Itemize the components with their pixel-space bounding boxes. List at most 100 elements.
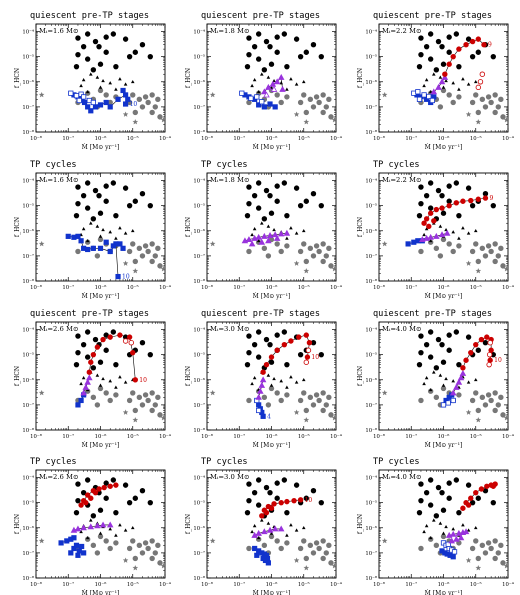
model-series-4 bbox=[122, 338, 134, 346]
obs-black-point bbox=[297, 53, 304, 60]
plot-area bbox=[38, 477, 165, 571]
panel-11: TP cycles 10⁻⁸ 10⁻⁷ 10⁻⁶ 10⁻⁵ 10⁻⁴ 10⁻⁸ 10⁻⁷ 10⁻… bbox=[185, 457, 342, 595]
obs-black-point bbox=[310, 190, 317, 197]
obs-grey-point bbox=[313, 392, 320, 398]
series-end-label: 4 bbox=[267, 413, 271, 420]
panel-title: TP cycles bbox=[201, 457, 248, 467]
obs-black-point bbox=[84, 329, 91, 335]
obs-grey-point bbox=[316, 99, 322, 106]
model-point bbox=[453, 200, 460, 206]
model-point bbox=[303, 359, 310, 365]
x-axis-label: Ṁ [M⊙ yr⁻¹] bbox=[253, 144, 291, 151]
obs-black-point bbox=[255, 354, 262, 360]
obs-black-point bbox=[251, 489, 258, 496]
obs-triangle-point bbox=[285, 385, 289, 389]
obs-grey-point bbox=[261, 245, 268, 252]
x-tick-label: 10⁻⁸ bbox=[373, 582, 385, 588]
obs-grey-point bbox=[326, 96, 332, 103]
obs-star-point bbox=[475, 564, 482, 571]
y-tick-label: 10⁻⁵ bbox=[365, 501, 377, 507]
model-point bbox=[122, 101, 129, 107]
y-tick-label: 10⁻⁵ bbox=[193, 204, 205, 210]
obs-black-point bbox=[132, 495, 139, 501]
obs-triangle-point bbox=[118, 375, 122, 379]
obs-grey-point bbox=[326, 394, 332, 401]
model-point bbox=[245, 236, 253, 242]
obs-star-point bbox=[303, 118, 310, 125]
model-point bbox=[439, 205, 445, 211]
obs-star-point bbox=[465, 260, 472, 266]
obs-grey-point bbox=[152, 550, 158, 556]
y-tick-label: 10⁻⁶ bbox=[22, 526, 34, 532]
model-point bbox=[84, 378, 91, 385]
obs-grey-point bbox=[475, 258, 482, 265]
obs-grey-point bbox=[130, 538, 136, 544]
plot-area: 10 bbox=[38, 31, 165, 125]
x-tick-label: 10⁻⁶ bbox=[266, 434, 278, 440]
obs-triangle-point bbox=[114, 87, 118, 91]
panel-frame bbox=[206, 23, 337, 133]
x-tick-label: 10⁻⁵ bbox=[470, 285, 482, 291]
obs-grey-point bbox=[469, 99, 476, 106]
obs-star-point bbox=[381, 537, 388, 544]
y-axis-label: f_HCN bbox=[185, 217, 192, 237]
model-series-1 bbox=[58, 535, 77, 546]
x-tick-label: 10⁻⁶ bbox=[266, 285, 278, 291]
obs-triangle-point bbox=[250, 232, 254, 237]
plot-area: 9 bbox=[381, 180, 508, 274]
series-end-label: 10 bbox=[311, 354, 319, 361]
obs-black-point bbox=[427, 205, 434, 211]
obs-star-point bbox=[503, 562, 508, 569]
model-point bbox=[259, 99, 265, 105]
obs-black-point bbox=[456, 212, 462, 219]
model-point bbox=[86, 369, 93, 375]
obs-grey-point bbox=[139, 253, 146, 259]
obs-black-point bbox=[435, 484, 442, 491]
obs-black-point bbox=[80, 43, 87, 50]
obs-star-point bbox=[381, 91, 388, 98]
obs-grey-point bbox=[482, 253, 489, 259]
obs-triangle-point bbox=[294, 528, 299, 532]
x-tick-label: 10⁻⁷ bbox=[405, 285, 417, 291]
model-series-4: 10 bbox=[260, 332, 319, 375]
model-point bbox=[260, 413, 266, 419]
x-tick-label: 10⁻⁵ bbox=[470, 582, 482, 588]
obs-triangle-point bbox=[95, 373, 100, 377]
model-point bbox=[106, 521, 114, 528]
obs-grey-point bbox=[149, 390, 155, 396]
obs-grey-point bbox=[328, 263, 334, 269]
obs-triangle-point bbox=[101, 78, 105, 83]
obs-grey-point bbox=[307, 245, 314, 252]
obs-triangle-point bbox=[256, 238, 261, 243]
obs-black-point bbox=[246, 200, 252, 207]
obs-black-point bbox=[490, 499, 496, 506]
model-point bbox=[100, 336, 106, 343]
obs-grey-point bbox=[136, 96, 143, 103]
model-point bbox=[273, 78, 281, 85]
model-point bbox=[248, 240, 256, 247]
model-series-5 bbox=[303, 347, 312, 365]
obs-black-point bbox=[113, 509, 119, 516]
obs-grey-point bbox=[328, 412, 334, 418]
obs-triangle-point bbox=[101, 376, 105, 381]
obs-black-point bbox=[73, 361, 80, 368]
obs-grey-point bbox=[157, 263, 163, 269]
model-series-5 bbox=[78, 489, 99, 508]
obs-triangle-point bbox=[123, 380, 128, 384]
obs-triangle-point bbox=[424, 375, 429, 380]
obs-triangle-point bbox=[294, 82, 299, 86]
obs-black-point bbox=[268, 359, 275, 365]
obs-black-point bbox=[446, 495, 452, 501]
y-tick-label: 10⁻⁵ bbox=[22, 353, 34, 359]
obs-star-point bbox=[209, 240, 216, 247]
obs-grey-point bbox=[323, 104, 329, 110]
obs-grey-point bbox=[142, 540, 149, 546]
y-tick-label: 10⁻⁸ bbox=[22, 428, 34, 434]
obs-black-point bbox=[423, 489, 430, 496]
obs-black-point bbox=[293, 185, 300, 191]
obs-black-point bbox=[490, 202, 496, 209]
model-point bbox=[103, 99, 109, 106]
obs-triangle-point bbox=[438, 373, 443, 377]
model-point bbox=[248, 95, 254, 101]
obs-triangle-point bbox=[441, 531, 446, 535]
